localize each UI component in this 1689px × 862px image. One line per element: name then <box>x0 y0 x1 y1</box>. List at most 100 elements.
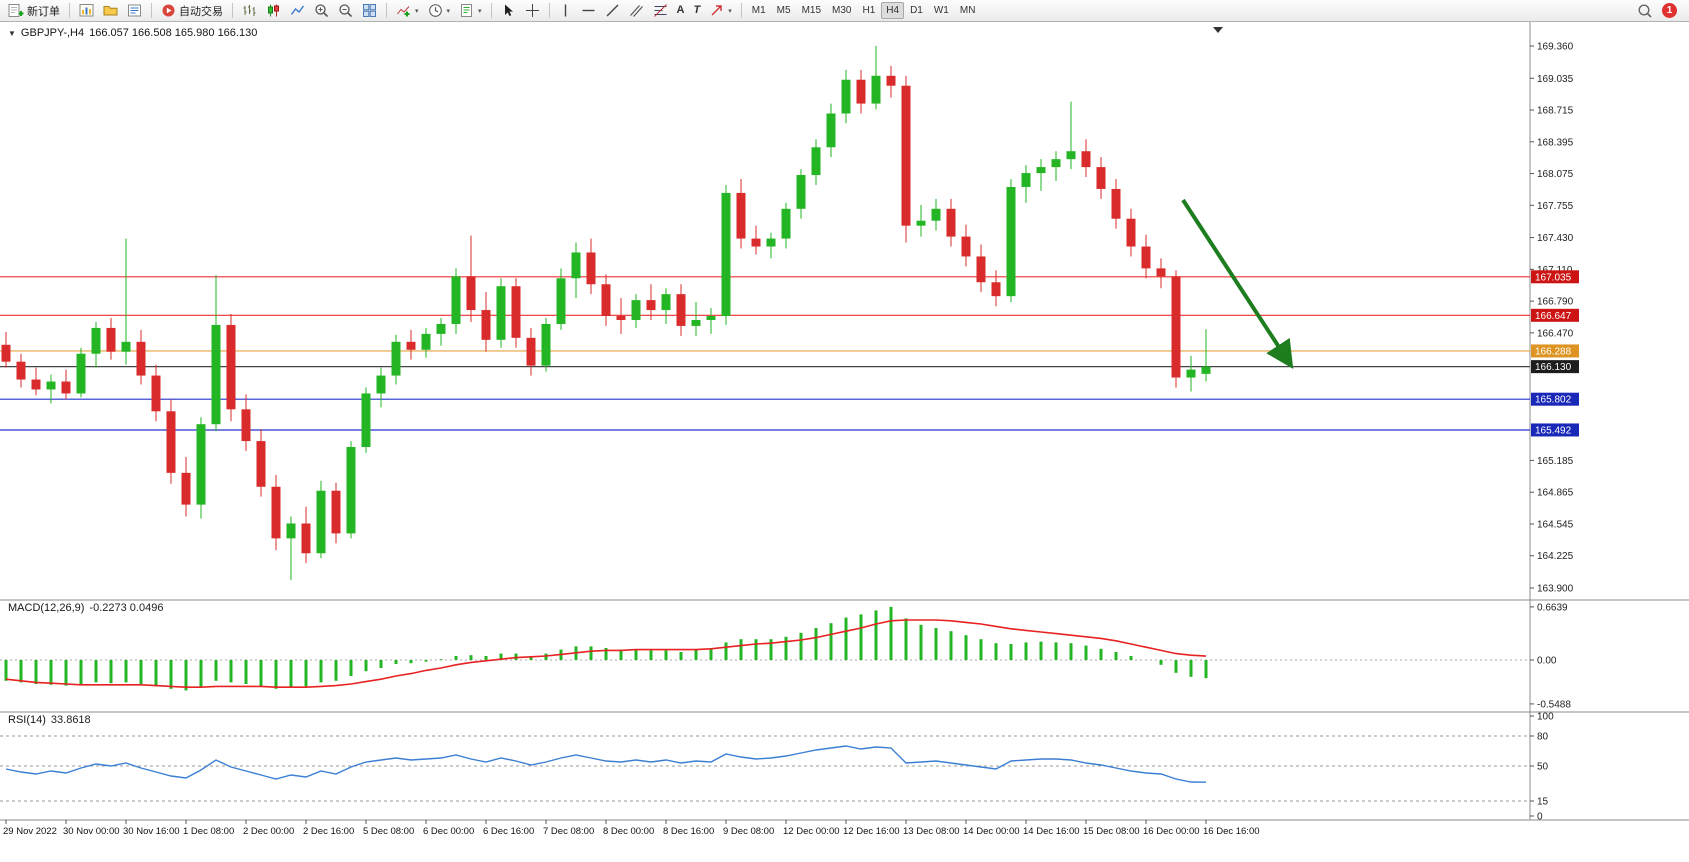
candle <box>1096 157 1106 199</box>
dropdown-arrow-icon: ▾ <box>446 7 451 15</box>
rsi-line <box>5 745 1207 783</box>
candle <box>481 292 491 352</box>
candle <box>691 302 701 336</box>
zoom-out-button[interactable] <box>334 0 357 21</box>
candle <box>31 367 41 396</box>
timeframe-m5-button[interactable]: M5 <box>776 5 791 16</box>
candlestick-mode-button[interactable] <box>262 0 285 21</box>
zoom-in-button[interactable] <box>310 0 333 21</box>
candle <box>166 399 176 484</box>
candle <box>541 317 551 372</box>
clock-icon <box>428 4 442 17</box>
time-axis-label: 16 Dec 00:00 <box>1143 826 1200 837</box>
time-axis-label: 29 Nov 2022 <box>3 826 57 837</box>
candle <box>91 321 101 368</box>
notification-badge[interactable]: 1 <box>1662 3 1677 18</box>
toolbar: 新订单 自动交易 ▾ ▾ ▾ <box>0 0 1689 22</box>
price-axis-label: 164.225 <box>1537 551 1574 562</box>
candle <box>391 334 401 385</box>
timeframe-h1-button[interactable]: H1 <box>862 5 876 16</box>
timeframe-h4-button[interactable]: H4 <box>881 2 905 19</box>
price-tag <box>1531 360 1579 374</box>
market-watch-button[interactable] <box>123 0 146 21</box>
time-axis-label: 9 Dec 08:00 <box>723 826 774 837</box>
candle <box>451 268 461 334</box>
template-icon <box>461 4 473 17</box>
line-chart-mode-button[interactable] <box>286 0 309 21</box>
horizontal-line-tool-button[interactable] <box>577 0 600 21</box>
candle <box>1171 270 1181 388</box>
candle <box>301 506 311 564</box>
trend-arrow-annotation[interactable] <box>1181 198 1294 370</box>
new-order-icon <box>8 4 24 17</box>
profiles-button[interactable] <box>99 0 122 21</box>
candle <box>76 347 86 398</box>
candle <box>736 179 746 249</box>
vertical-line-tool-button[interactable] <box>555 0 576 21</box>
candle <box>1051 151 1061 182</box>
timeframe-mn-button[interactable]: MN <box>959 5 976 16</box>
toolbar-separator <box>548 3 550 18</box>
bar-chart-mode-button[interactable] <box>238 0 261 21</box>
periods-button[interactable]: ▾ <box>424 0 455 21</box>
price-axis-label: 168.395 <box>1537 137 1574 148</box>
rsi-axis-label: 15 <box>1537 797 1549 808</box>
new-order-button[interactable]: 新订单 <box>4 0 64 21</box>
tile-windows-button[interactable] <box>358 0 381 21</box>
arrows-tool-button[interactable]: ▾ <box>705 0 736 21</box>
time-axis-label: 30 Nov 16:00 <box>123 826 180 837</box>
search-button[interactable] <box>1637 3 1653 19</box>
candle <box>16 353 26 388</box>
autotrade-button[interactable]: 自动交易 <box>157 0 227 21</box>
candle <box>676 284 686 336</box>
rsi-value: 33.8618 <box>50 714 91 726</box>
candle <box>421 327 431 358</box>
time-axis-label: 6 Dec 00:00 <box>423 826 474 837</box>
new-order-label: 新订单 <box>27 5 60 18</box>
chart-canvas[interactable]: 169.360 169.035 168.715 168.395 168.075 167.7… <box>0 22 1689 862</box>
price-axis-label: 166.470 <box>1537 328 1574 339</box>
quote-list-icon <box>128 4 141 17</box>
fibonacci-icon <box>653 4 667 17</box>
candle <box>406 329 416 360</box>
arrow-shapes-icon <box>711 5 722 16</box>
candle <box>766 232 776 259</box>
candle <box>601 274 611 326</box>
chart-shift-marker[interactable] <box>1213 27 1223 33</box>
timeframe-m15-button[interactable]: M15 <box>801 5 822 16</box>
fibonacci-tool-button[interactable] <box>649 0 672 21</box>
candle <box>946 198 956 247</box>
autotrade-icon <box>162 4 175 17</box>
time-axis-label: 1 Dec 08:00 <box>183 826 234 837</box>
channel-tool-button[interactable] <box>625 0 648 21</box>
price-tag <box>1531 344 1579 358</box>
collapse-arrow-icon[interactable]: ▼ <box>8 28 16 38</box>
price-axis-label: 164.865 <box>1537 488 1574 499</box>
label-tool-button[interactable]: T <box>690 0 705 21</box>
timeframe-w1-button[interactable]: W1 <box>933 5 949 16</box>
candle <box>841 69 851 124</box>
rsi-indicator-label: RSI(14) 33.8618 <box>8 714 91 726</box>
time-axis-label: 2 Dec 00:00 <box>243 826 294 837</box>
trendline-tool-button[interactable] <box>601 0 624 21</box>
crosshair-button[interactable] <box>521 0 544 21</box>
price-axis-label: 168.075 <box>1537 169 1574 180</box>
toolbar-separator <box>740 3 742 18</box>
templates-button[interactable]: ▾ <box>455 0 486 21</box>
charts-button[interactable] <box>75 0 98 21</box>
price-axis-label: 167.755 <box>1537 201 1574 212</box>
indicators-button[interactable]: ▾ <box>392 0 423 21</box>
candle <box>811 139 821 185</box>
timeframe-m30-button[interactable]: M30 <box>832 5 852 16</box>
toolbar-separator <box>490 3 492 18</box>
time-axis-label: 15 Dec 08:00 <box>1083 826 1140 837</box>
timeframe-m1-button[interactable]: M1 <box>751 5 766 16</box>
candle <box>241 394 251 452</box>
text-tool-button[interactable]: A <box>673 0 689 21</box>
time-axis-label: 8 Dec 16:00 <box>663 826 714 837</box>
candle <box>1 331 11 368</box>
candle <box>526 327 536 376</box>
cursor-button[interactable] <box>497 0 520 21</box>
timeframe-d1-button[interactable]: D1 <box>910 5 923 16</box>
price-tag <box>1531 392 1579 406</box>
